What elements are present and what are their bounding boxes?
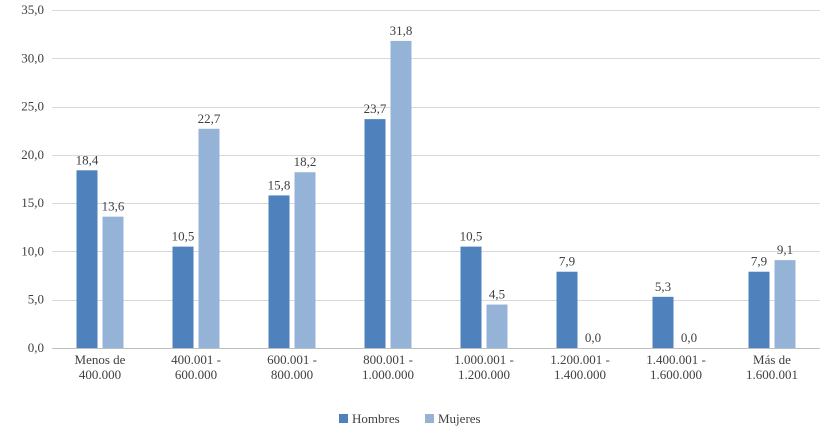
y-tick-label: 0,0 bbox=[28, 340, 44, 355]
data-label: 0,0 bbox=[585, 330, 601, 345]
legend: Hombres Mujeres bbox=[339, 411, 481, 426]
x-tick-label: 1.200.001 -1.400.000 bbox=[550, 352, 610, 382]
x-tick-label: Menos de 400.000 bbox=[75, 352, 126, 382]
bar-hombres bbox=[748, 271, 770, 348]
y-tick-label: 15,0 bbox=[21, 195, 44, 210]
bar-hombres bbox=[76, 170, 98, 348]
y-axis-tick-labels: 0,0 5,0 10,0 15,0 20,0 25,0 30,0 35,0 bbox=[21, 2, 44, 355]
legend-label-mujeres: Mujeres bbox=[438, 411, 481, 426]
bar-hombres bbox=[556, 271, 578, 348]
bar-hombres bbox=[652, 296, 674, 348]
data-label: 0,0 bbox=[681, 330, 697, 345]
data-label: 5,3 bbox=[655, 279, 671, 294]
gridlines bbox=[52, 10, 820, 349]
y-tick-label: 5,0 bbox=[28, 292, 44, 307]
bar-mujeres bbox=[774, 260, 796, 348]
x-tick-label: 600.001 -800.000 bbox=[267, 352, 317, 382]
data-labels: 18,4 13,6 10,5 22,7 15,818,2 23,7 31,8 10,5 4,5 7… bbox=[76, 23, 794, 345]
bar-hombres bbox=[268, 195, 290, 348]
legend-swatch-mujeres bbox=[425, 414, 434, 423]
data-label: 15,8 bbox=[268, 177, 291, 192]
bar-mujeres bbox=[102, 216, 124, 348]
bar-hombres bbox=[460, 246, 482, 348]
bar-mujeres bbox=[198, 128, 220, 348]
bar-hombres bbox=[364, 119, 386, 348]
data-label: 18,2 bbox=[294, 154, 317, 169]
x-axis: Menos de 400.000 400.001 -600.000 600.001 -… bbox=[75, 352, 798, 382]
y-tick-label: 10,0 bbox=[21, 243, 44, 258]
data-label: 7,9 bbox=[751, 254, 767, 269]
bars bbox=[76, 40, 796, 348]
data-label: 10,5 bbox=[172, 229, 195, 244]
legend-label-hombres: Hombres bbox=[352, 411, 400, 426]
x-tick-label: Más de 1.600.001 bbox=[746, 352, 798, 382]
data-label: 23,7 bbox=[364, 101, 387, 116]
data-label: 10,5 bbox=[460, 229, 483, 244]
bar-mujeres bbox=[294, 172, 316, 348]
data-label: 31,8 bbox=[390, 23, 413, 38]
x-tick-label: 1.000.001 -1.200.000 bbox=[454, 352, 514, 382]
y-tick-label: 20,0 bbox=[21, 147, 44, 162]
y-tick-label: 30,0 bbox=[21, 50, 44, 65]
data-label: 7,9 bbox=[559, 254, 575, 269]
bar-mujeres bbox=[486, 304, 508, 348]
data-label: 18,4 bbox=[76, 152, 99, 167]
data-label: 9,1 bbox=[777, 242, 793, 257]
data-label: 4,5 bbox=[489, 287, 505, 302]
data-label: 13,6 bbox=[102, 199, 125, 214]
bar-mujeres bbox=[390, 40, 412, 348]
data-label: 22,7 bbox=[198, 111, 221, 126]
y-tick-label: 35,0 bbox=[21, 2, 44, 17]
bar-hombres bbox=[172, 246, 194, 348]
x-tick-label: 1.400.001 -1.600.000 bbox=[646, 352, 706, 382]
y-tick-label: 25,0 bbox=[21, 99, 44, 114]
legend-swatch-hombres bbox=[339, 414, 348, 423]
x-tick-label: 800.001 -1.000.000 bbox=[362, 352, 414, 382]
x-tick-label: 400.001 -600.000 bbox=[171, 352, 221, 382]
